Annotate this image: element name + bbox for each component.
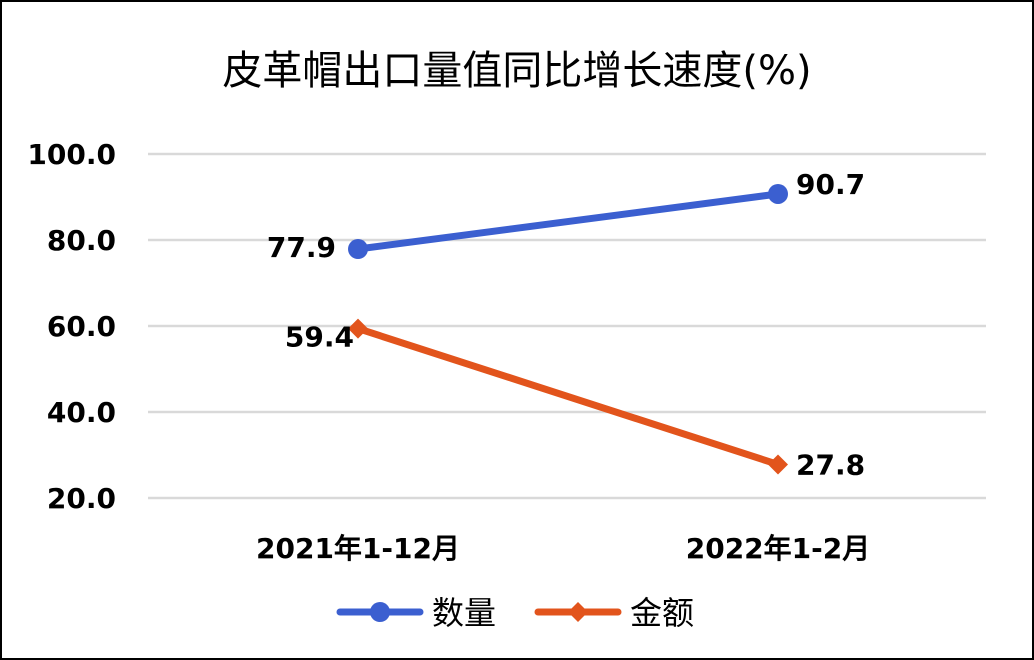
series-group (348, 183, 788, 475)
grid-lines (148, 152, 986, 500)
y-tick-label: 40.0 (47, 396, 116, 429)
data-label: 27.8 (796, 448, 865, 481)
data-labels: 77.9 90.7 59.4 27.8 (267, 168, 865, 481)
x-axis: 2021年1-12月 2022年1-2月 (256, 532, 870, 565)
x-tick-label: 2022年1-2月 (686, 532, 871, 565)
legend-label: 金额 (630, 594, 694, 632)
series-line (354, 190, 782, 253)
series-line (354, 325, 782, 468)
y-tick-label: 20.0 (47, 482, 116, 515)
data-label: 77.9 (267, 231, 336, 264)
y-axis: 100.0 80.0 60.0 40.0 20.0 (27, 138, 116, 515)
data-label: 90.7 (796, 168, 865, 201)
legend-marker (568, 602, 588, 622)
y-tick-label: 60.0 (47, 310, 116, 343)
y-tick-label: 80.0 (47, 224, 116, 257)
legend: 数量 金额 (336, 594, 694, 632)
chart-title: 皮革帽出口量值同比增长速度(%) (222, 48, 811, 94)
data-point (768, 454, 788, 475)
legend-marker (370, 602, 390, 622)
y-tick-label: 100.0 (27, 138, 116, 171)
x-tick-label: 2021年1-12月 (256, 532, 460, 565)
data-point (348, 318, 368, 339)
legend-label: 数量 (432, 594, 496, 632)
data-point (348, 239, 368, 260)
data-point (768, 183, 788, 204)
data-label: 59.4 (285, 321, 354, 354)
